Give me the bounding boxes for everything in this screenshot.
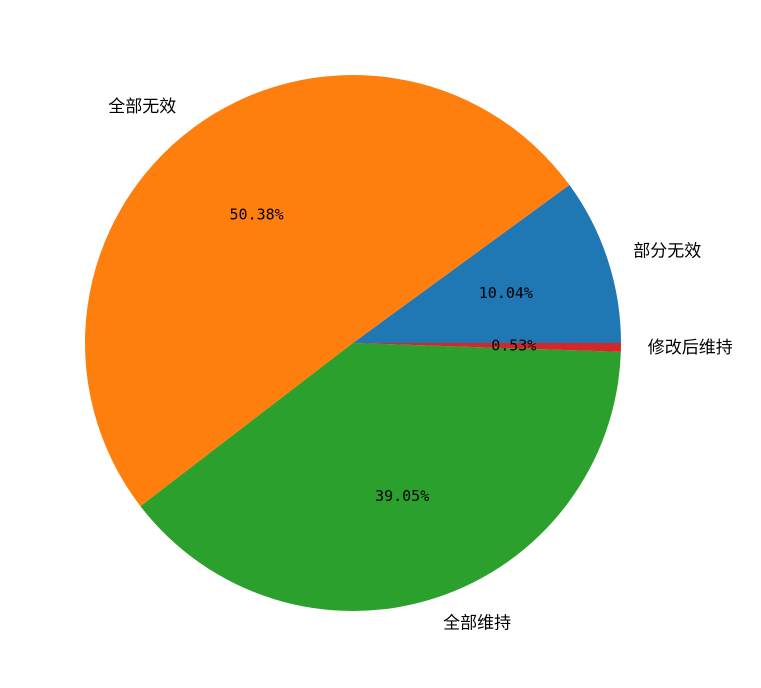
- slice-label: 修改后维持: [648, 338, 733, 358]
- slice-label: 全部无效: [108, 97, 176, 117]
- slice-percent-label: 10.04%: [479, 284, 533, 302]
- slice-percent-label: 50.38%: [230, 205, 284, 223]
- pie-slice: [353, 343, 621, 352]
- slice-percent-label: 0.53%: [491, 337, 536, 355]
- slice-label: 全部维持: [443, 614, 511, 634]
- pie-slice: [353, 184, 621, 343]
- slice-percent-label: 39.05%: [375, 487, 429, 505]
- slice-label: 部分无效: [633, 242, 701, 262]
- pie-slice: [84, 74, 570, 507]
- pie-slice: [140, 343, 621, 611]
